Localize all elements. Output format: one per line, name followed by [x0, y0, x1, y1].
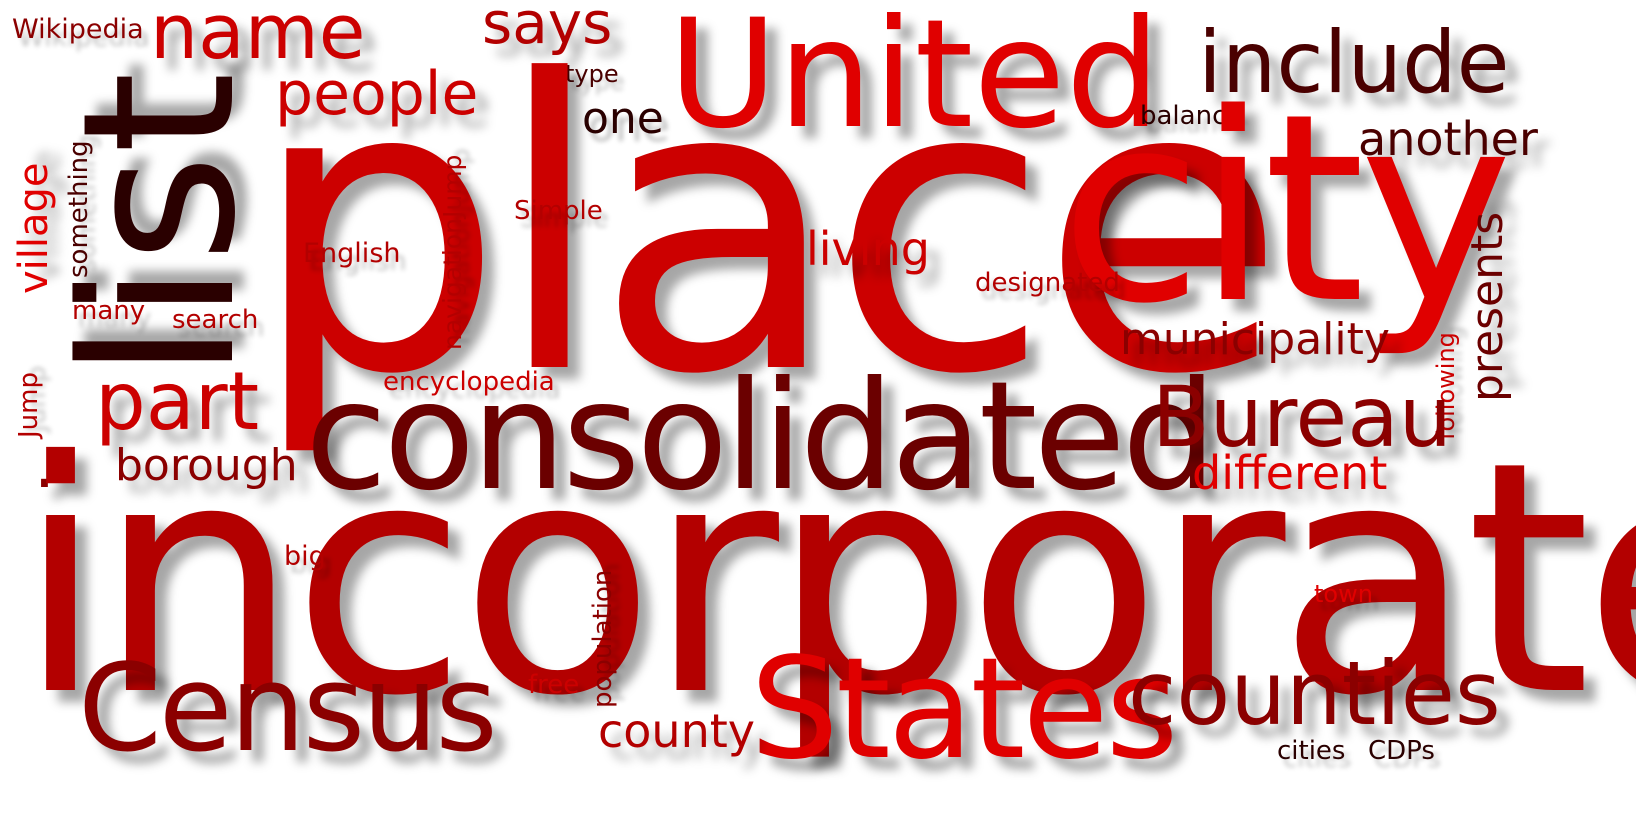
- word-cities: cities: [1277, 736, 1346, 766]
- word-dot: .: [34, 426, 55, 503]
- word-says: says: [482, 0, 613, 57]
- word-wikipedia: Wikipedia: [12, 14, 144, 45]
- word-town: town: [1314, 580, 1373, 608]
- word-village: village: [11, 162, 57, 294]
- word-search: search: [172, 305, 259, 335]
- word-incorporated: incorporated: [16, 394, 1636, 766]
- word-county: county: [598, 704, 756, 758]
- word-different: different: [1192, 446, 1388, 500]
- word-population: population: [588, 569, 618, 708]
- word-states: States: [750, 628, 1179, 791]
- word-include: include: [1198, 13, 1510, 113]
- word-counties: counties: [1128, 642, 1501, 745]
- word-municipality: municipality: [1120, 314, 1390, 365]
- word-bureau: Bureau: [1152, 368, 1452, 466]
- word-one: one: [582, 93, 664, 144]
- word-united: United: [668, 0, 1161, 162]
- word-navigation-jump: navigationJump: [438, 154, 467, 350]
- word-free: free: [528, 670, 580, 700]
- word-people: people: [275, 59, 479, 129]
- word-living: living: [806, 222, 930, 276]
- word-name: name: [150, 0, 366, 76]
- word-consolidated: consolidated: [305, 350, 1217, 524]
- word-type: type: [565, 60, 619, 88]
- word-place: place: [250, 0, 1286, 462]
- word-borough: borough: [115, 440, 298, 491]
- word-census: Census: [78, 640, 498, 779]
- word-another: another: [1358, 112, 1538, 166]
- word-city: city: [1060, 59, 1513, 361]
- word-encyclopedia: encyclopedia: [383, 367, 555, 397]
- word-balance: balance: [1140, 101, 1243, 131]
- word-simple: Simple: [514, 196, 603, 226]
- word-many: many: [72, 296, 146, 326]
- word-english: English: [303, 238, 401, 269]
- word-presents: presents: [1462, 211, 1513, 402]
- word-something: something: [64, 140, 94, 278]
- word-cdps: CDPs: [1368, 736, 1435, 766]
- word-big: big: [284, 541, 326, 572]
- word-part: part: [95, 355, 260, 448]
- word-designated: designated: [975, 268, 1120, 298]
